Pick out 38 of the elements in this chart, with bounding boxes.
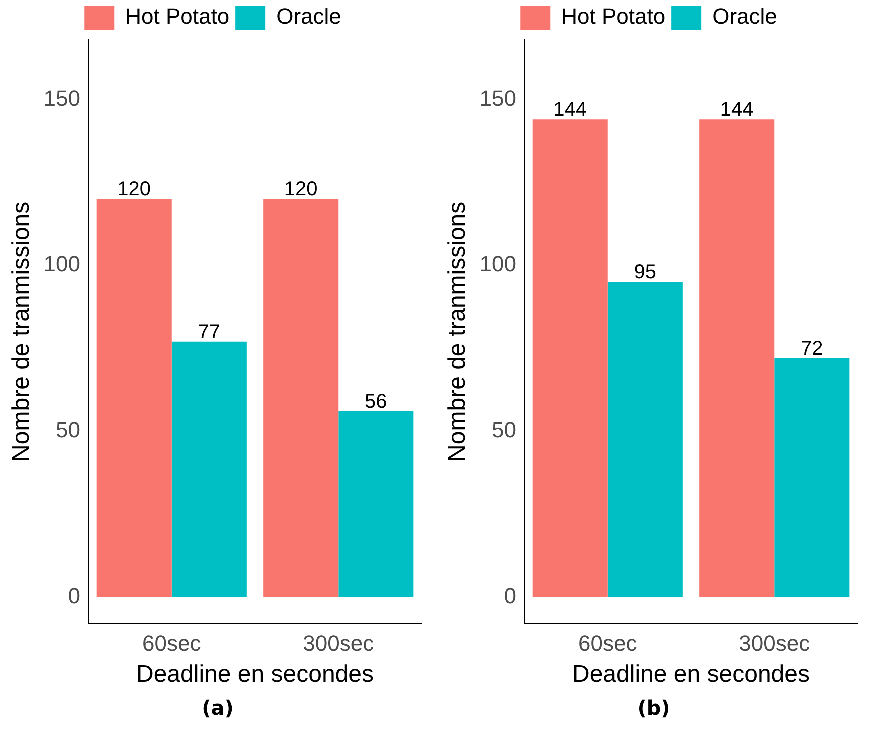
bar (774, 358, 850, 598)
y-tick-label: 50 (492, 417, 517, 442)
bar (338, 412, 414, 598)
bar (608, 282, 683, 598)
y-tick-label: 0 (504, 583, 517, 608)
legend-label: Oracle (712, 4, 778, 30)
x-tick-label: 300sec (739, 631, 810, 656)
y-tick-label: 0 (68, 583, 81, 608)
text: (a) (201, 696, 235, 720)
y-tick-label: 100 (44, 252, 81, 277)
data-label: 72 (801, 338, 824, 360)
y-axis-title: Nombre de tranmissions (8, 202, 36, 462)
bar (96, 199, 172, 598)
x-tick-label: 60sec (142, 631, 202, 656)
data-label: 144 (554, 99, 588, 122)
legend-label: Oracle (276, 4, 342, 30)
x-axis-title: Deadline en secondes (136, 661, 374, 688)
bar (264, 199, 339, 598)
data-label: 56 (365, 391, 388, 414)
y-tick-label: 150 (480, 86, 517, 111)
data-label: 120 (118, 178, 152, 201)
data-label: 95 (634, 262, 657, 284)
x-axis-title: Deadline en secondes (572, 661, 810, 688)
bar (532, 120, 608, 598)
bar (172, 342, 247, 598)
y-tick-label: 100 (480, 252, 517, 277)
data-label: 144 (720, 99, 754, 122)
bar (700, 120, 775, 598)
legend-label: Hot Potato (126, 4, 230, 30)
x-tick-label: 60sec (578, 631, 638, 656)
x-tick-label: 300sec (303, 631, 374, 656)
y-tick-label: 50 (56, 417, 81, 442)
data-label: 120 (284, 178, 318, 201)
y-tick-label: 150 (44, 86, 81, 111)
y-axis-title: Nombre de tranmissions (444, 202, 472, 462)
legend-label: Hot Potato (562, 4, 666, 30)
text: (b) (636, 696, 672, 720)
data-label: 77 (198, 321, 221, 344)
